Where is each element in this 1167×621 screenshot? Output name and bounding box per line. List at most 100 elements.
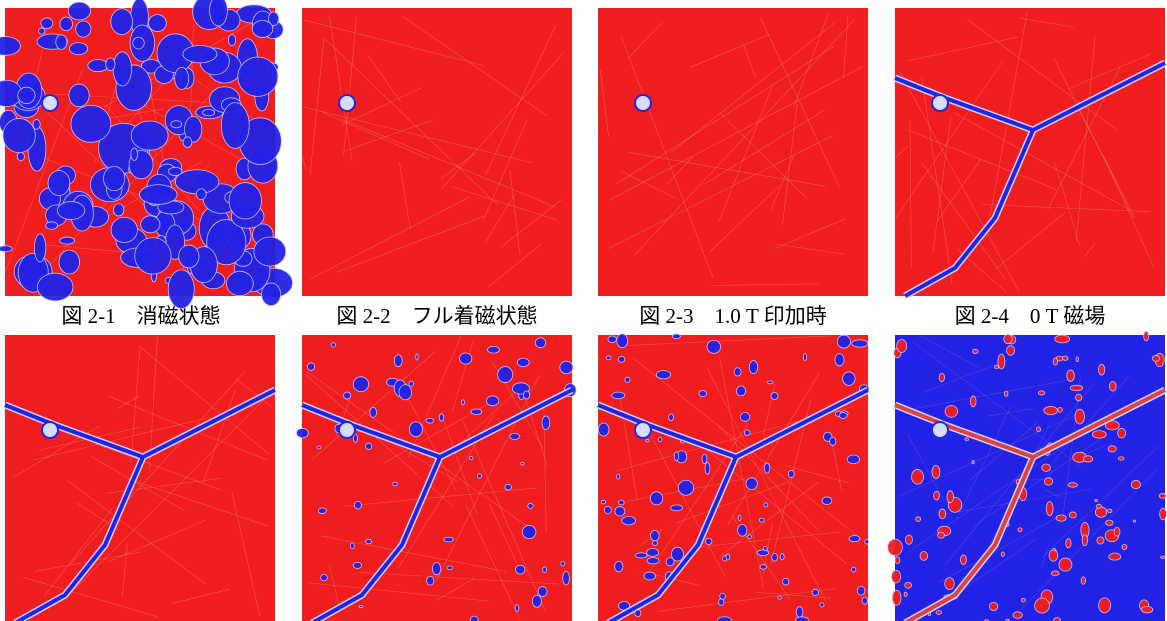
domain-spot bbox=[543, 567, 547, 573]
domain-spot bbox=[1046, 502, 1053, 516]
domain-spot bbox=[734, 368, 741, 376]
domain-spot bbox=[444, 537, 454, 542]
domain-spot bbox=[1021, 598, 1025, 602]
defect bbox=[339, 422, 355, 438]
domain-spot bbox=[707, 340, 721, 353]
image-background bbox=[302, 335, 572, 621]
domain-spot bbox=[523, 391, 529, 399]
domain-spot bbox=[1083, 456, 1092, 462]
domain-spot bbox=[41, 18, 53, 29]
domain-spot bbox=[1067, 370, 1075, 381]
domain-spot bbox=[835, 354, 844, 366]
domain-spot bbox=[757, 550, 769, 556]
caption: 図 2-1 消磁状態 bbox=[61, 304, 220, 328]
domain-spot bbox=[18, 87, 35, 103]
domain-spot bbox=[748, 535, 752, 539]
domain-spot bbox=[37, 273, 73, 301]
domain-spot bbox=[744, 430, 750, 435]
domain-spot bbox=[1092, 431, 1106, 439]
domain-spot bbox=[69, 84, 89, 107]
domain-spot bbox=[516, 565, 525, 574]
domain-spot bbox=[39, 28, 45, 34]
domain-spot bbox=[608, 336, 616, 343]
domain-spot bbox=[1070, 385, 1083, 390]
domain-spot bbox=[409, 422, 422, 437]
domain-spot bbox=[803, 354, 806, 361]
domain-spot bbox=[113, 204, 123, 216]
domain-image bbox=[5, 335, 275, 621]
defect bbox=[635, 422, 651, 438]
domain-spot bbox=[416, 354, 418, 360]
domain-image bbox=[0, 0, 293, 308]
domain-spot bbox=[535, 338, 545, 348]
domain-image bbox=[888, 331, 1167, 621]
domain-spot bbox=[560, 361, 573, 373]
domain-spot bbox=[104, 166, 125, 190]
domain-spot bbox=[1082, 535, 1087, 546]
domain-spot bbox=[135, 238, 171, 274]
domain-spot bbox=[111, 217, 137, 242]
domain-spot bbox=[183, 137, 192, 148]
domain-spot bbox=[720, 593, 726, 599]
domain-spot bbox=[768, 381, 773, 384]
domain-spot bbox=[615, 561, 623, 572]
domain-spot bbox=[973, 349, 979, 353]
domain-spot bbox=[945, 578, 955, 590]
domain-spot bbox=[843, 372, 855, 385]
domain-spot bbox=[939, 509, 946, 519]
domain-spot bbox=[48, 170, 70, 195]
domain-spot bbox=[598, 423, 609, 436]
domain-spot bbox=[505, 484, 512, 490]
domain-spot bbox=[857, 586, 865, 595]
domain-spot bbox=[350, 543, 354, 549]
domain-spot bbox=[749, 361, 758, 374]
domain-spot bbox=[175, 170, 219, 194]
domain-spot bbox=[960, 555, 966, 565]
domain-spot bbox=[646, 439, 649, 441]
domain-spot bbox=[771, 393, 778, 400]
domain-image bbox=[598, 8, 868, 296]
domain-spot bbox=[1054, 617, 1061, 621]
caption: 図 2-2 フル着磁状態 bbox=[336, 304, 537, 328]
domain-spot bbox=[606, 356, 611, 360]
domain-spot bbox=[1069, 512, 1076, 518]
domain-spot bbox=[1160, 508, 1167, 520]
domain-spot bbox=[617, 334, 628, 348]
domain-spot bbox=[1059, 558, 1072, 571]
domain-spot bbox=[897, 339, 907, 352]
domain-spot bbox=[622, 516, 636, 525]
domain-spot bbox=[1152, 355, 1159, 361]
domain-spot bbox=[366, 539, 372, 543]
domain-spot bbox=[778, 596, 782, 599]
domain-spot bbox=[796, 607, 803, 618]
domain-spot bbox=[1076, 357, 1079, 362]
domain-spot bbox=[764, 463, 769, 473]
domain-spot bbox=[60, 237, 75, 244]
domain-spot bbox=[1107, 509, 1111, 513]
domain-spot bbox=[617, 474, 620, 479]
domain-spot bbox=[839, 413, 847, 419]
domain-spot bbox=[229, 183, 261, 219]
domain-spot bbox=[168, 270, 194, 309]
domain-spot bbox=[759, 518, 764, 522]
domain-spot bbox=[203, 109, 215, 115]
domain-spot bbox=[671, 547, 683, 561]
domain-spot bbox=[532, 595, 541, 607]
domain-spot bbox=[934, 491, 940, 500]
domain-spot bbox=[563, 572, 570, 585]
image-background bbox=[598, 335, 868, 621]
domain-spot bbox=[33, 119, 40, 129]
domain-image bbox=[296, 335, 576, 621]
domain-spot bbox=[1109, 382, 1116, 392]
domain-spot bbox=[175, 67, 189, 89]
domain-spot bbox=[426, 418, 434, 423]
domain-spot bbox=[131, 121, 168, 150]
image-background bbox=[5, 335, 275, 621]
caption: 図 2-3 1.0 T 印加時 bbox=[639, 304, 826, 328]
domain-spot bbox=[60, 17, 73, 31]
domain-spot bbox=[674, 452, 679, 461]
domain-spot bbox=[133, 37, 145, 49]
image-background bbox=[598, 8, 868, 296]
domain-spot bbox=[353, 377, 368, 392]
domain-spot bbox=[210, 0, 228, 26]
